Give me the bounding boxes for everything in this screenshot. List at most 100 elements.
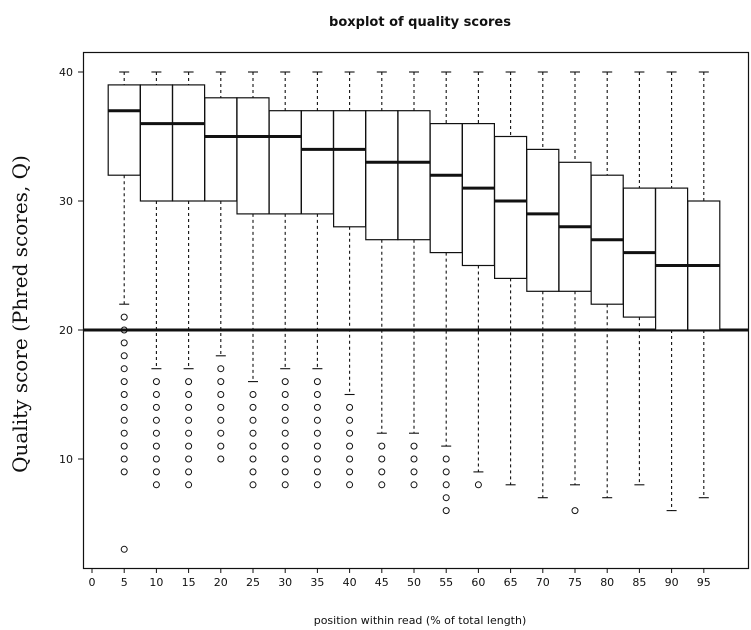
outlier-point: [120, 326, 128, 334]
outlier-point: [120, 403, 128, 411]
outlier-point: [281, 429, 289, 437]
outlier-point: [346, 455, 354, 463]
outlier-point: [152, 468, 160, 476]
outlier-point: [281, 391, 289, 398]
outlier-point: [120, 339, 128, 347]
box-iqr: [139, 84, 173, 202]
x-tick-label: 40: [343, 576, 357, 589]
box-group: [461, 71, 495, 489]
box-iqr: [172, 84, 206, 202]
x-tick-label: 90: [665, 576, 679, 589]
outlier-point: [313, 481, 321, 489]
outlier-point: [217, 442, 225, 450]
box-group: [204, 71, 238, 463]
box-group: [622, 71, 657, 486]
outlier-point: [217, 429, 225, 437]
outlier-point: [346, 416, 354, 424]
outlier-point: [120, 442, 128, 450]
x-tick-label: 65: [504, 576, 518, 589]
outlier-point: [410, 468, 418, 476]
x-tick-label: 85: [632, 576, 646, 589]
box-group: [365, 71, 399, 489]
outlier-point: [571, 507, 579, 515]
outlier-point: [217, 391, 225, 398]
outlier-point: [313, 391, 321, 398]
x-tick-label: 95: [697, 576, 711, 589]
box-group: [236, 71, 270, 489]
x-tick-label: 25: [246, 576, 260, 589]
outlier-point: [120, 468, 128, 476]
outlier-point: [185, 416, 193, 424]
outlier-point: [120, 416, 128, 424]
outlier-point: [313, 416, 321, 424]
outlier-point: [313, 442, 321, 450]
box-group: [107, 71, 141, 553]
box-iqr: [526, 148, 560, 292]
x-tick-label: 55: [439, 576, 453, 589]
outlier-point: [281, 378, 289, 386]
outlier-point: [217, 455, 225, 463]
outlier-point: [185, 481, 193, 489]
outlier-point: [442, 455, 450, 463]
outlier-point: [249, 455, 257, 463]
outlier-point: [313, 468, 321, 476]
outlier-point: [281, 455, 289, 463]
x-tick-label: 15: [182, 576, 196, 589]
outlier-point: [249, 403, 257, 411]
x-tick-label: 60: [471, 576, 485, 589]
outlier-point: [152, 391, 160, 398]
outlier-point: [346, 468, 354, 476]
box-group: [590, 71, 624, 499]
outlier-point: [313, 455, 321, 463]
outlier-point: [249, 416, 257, 424]
box-iqr: [268, 110, 302, 215]
outlier-point: [313, 403, 321, 411]
outlier-point: [152, 416, 160, 424]
x-tick-label: 0: [89, 576, 96, 589]
outlier-point: [120, 313, 128, 321]
box-iqr: [333, 110, 367, 228]
box-iqr: [429, 122, 463, 254]
outlier-point: [120, 352, 128, 360]
outlier-point: [185, 391, 193, 398]
box-iqr: [461, 122, 495, 267]
box-group: [558, 71, 592, 515]
y-tick-label: 40: [59, 66, 73, 79]
outlier-point: [313, 429, 321, 437]
chart-title: boxplot of quality scores: [329, 15, 511, 30]
outlier-point: [185, 442, 193, 450]
box-group: [139, 71, 173, 489]
y-tick-label: 10: [59, 453, 73, 466]
y-tick-label: 20: [59, 324, 73, 337]
box-group: [687, 71, 721, 499]
box-iqr: [107, 84, 141, 176]
plot-frame: [82, 51, 750, 570]
outlier-point: [281, 442, 289, 450]
outlier-point: [249, 468, 257, 476]
box-layer: [107, 71, 721, 553]
outlier-point: [120, 378, 128, 386]
x-tick-label: 35: [310, 576, 324, 589]
outlier-point: [378, 442, 386, 450]
y-axis-label: Quality score (Phred scores, Q): [8, 155, 32, 473]
outlier-point: [313, 378, 321, 386]
x-axis-label: position within read (% of total length): [314, 614, 527, 627]
outlier-point: [185, 429, 193, 437]
outlier-point: [410, 442, 418, 450]
outlier-point: [185, 378, 193, 386]
box-iqr: [300, 110, 334, 215]
outlier-point: [249, 442, 257, 450]
outlier-point: [217, 403, 225, 411]
box-group: [494, 71, 528, 486]
box-group: [654, 71, 689, 512]
outlier-point: [120, 365, 128, 373]
outlier-point: [152, 481, 160, 489]
x-tick-label: 5: [121, 576, 128, 589]
box-iqr: [236, 97, 270, 215]
outlier-point: [346, 429, 354, 437]
outlier-point: [185, 403, 193, 411]
box-group: [300, 71, 334, 489]
outlier-point: [185, 468, 193, 476]
box-group: [397, 71, 431, 489]
